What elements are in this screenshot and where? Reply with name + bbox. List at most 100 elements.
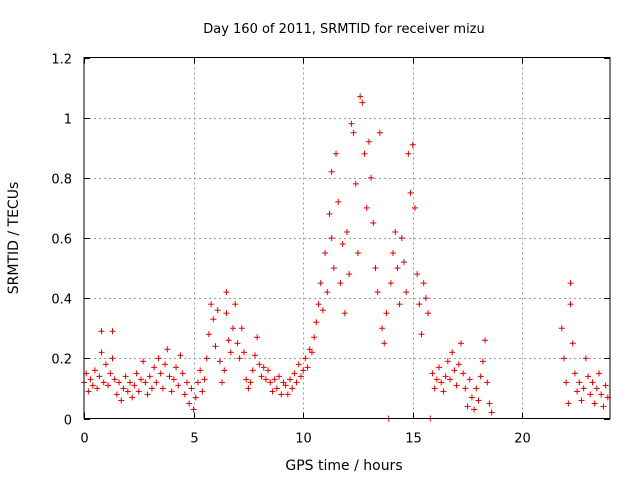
- data-point: [311, 334, 318, 341]
- y-tick-label: 1.2: [51, 53, 72, 68]
- data-point: [168, 388, 175, 395]
- data-point: [148, 385, 155, 392]
- data-point: [308, 349, 315, 356]
- data-point: [346, 271, 353, 278]
- data-point: [260, 364, 267, 371]
- data-point: [436, 364, 443, 371]
- data-point: [116, 379, 123, 386]
- data-point: [379, 325, 386, 332]
- data-point: [122, 373, 129, 380]
- data-point: [394, 265, 401, 272]
- data-point: [243, 376, 250, 383]
- data-point: [245, 385, 252, 392]
- data-point: [462, 385, 469, 392]
- data-point: [100, 379, 107, 386]
- data-point: [407, 189, 414, 196]
- data-point: [291, 370, 298, 377]
- x-tick-label: 20: [514, 432, 531, 447]
- data-point: [317, 280, 324, 287]
- data-point: [438, 379, 445, 386]
- data-point: [280, 379, 287, 386]
- data-point: [464, 403, 471, 410]
- data-point: [453, 382, 460, 389]
- data-point: [234, 340, 241, 347]
- data-point: [267, 379, 274, 386]
- data-point: [129, 394, 136, 401]
- data-point: [175, 382, 182, 389]
- data-point: [455, 361, 462, 368]
- data-point: [194, 379, 201, 386]
- data-point: [289, 385, 296, 392]
- data-point: [265, 367, 272, 374]
- data-point: [170, 376, 177, 383]
- data-point: [350, 129, 357, 136]
- data-point: [184, 379, 191, 386]
- data-point: [282, 382, 289, 389]
- data-point: [486, 400, 493, 407]
- data-point: [473, 385, 480, 392]
- data-point: [365, 138, 372, 145]
- data-point: [295, 361, 302, 368]
- data-point: [251, 352, 258, 359]
- data-point: [596, 370, 603, 377]
- data-point: [221, 367, 228, 374]
- data-point: [328, 235, 335, 241]
- data-point: [203, 355, 210, 362]
- data-point: [210, 316, 217, 323]
- data-point: [159, 385, 166, 392]
- y-tick-label: 0.8: [51, 173, 72, 188]
- data-point: [157, 370, 164, 377]
- data-point: [475, 397, 482, 404]
- data-point: [225, 337, 232, 344]
- x-axis-label: GPS time / hours: [285, 458, 402, 474]
- y-tick-label: 0: [64, 414, 72, 429]
- data-point: [422, 295, 429, 302]
- data-point: [197, 367, 204, 374]
- data-point: [390, 250, 397, 257]
- data-point: [451, 367, 458, 374]
- data-point: [416, 301, 423, 308]
- data-point: [304, 364, 311, 371]
- data-point: [153, 379, 160, 386]
- data-point: [94, 385, 101, 392]
- data-point: [352, 180, 359, 187]
- data-point: [403, 289, 410, 296]
- data-point: [429, 370, 436, 377]
- data-point: [306, 346, 313, 353]
- data-point: [120, 385, 127, 392]
- data-point: [302, 355, 309, 362]
- data-point: [370, 219, 377, 226]
- data-point: [166, 373, 173, 380]
- data-point: [460, 370, 467, 377]
- data-point: [376, 129, 383, 136]
- data-point: [214, 307, 221, 314]
- data-point: [587, 391, 594, 398]
- data-point: [341, 310, 348, 317]
- data-point: [300, 367, 307, 374]
- x-tick-label: 15: [405, 432, 422, 447]
- data-point: [249, 367, 256, 374]
- data-point: [431, 385, 438, 392]
- data-point: [127, 379, 134, 386]
- data-point: [205, 331, 212, 338]
- data-point: [598, 391, 605, 398]
- data-point: [278, 391, 285, 398]
- y-tick-label: 0.4: [51, 293, 72, 308]
- data-point: [186, 400, 193, 407]
- data-point: [444, 358, 451, 365]
- data-point: [337, 280, 344, 287]
- data-point: [162, 361, 169, 368]
- data-point: [287, 376, 294, 383]
- data-point: [333, 150, 340, 157]
- data-point: [381, 340, 388, 347]
- data-point: [240, 349, 247, 356]
- data-point: [578, 397, 585, 404]
- data-point: [192, 394, 199, 401]
- data-point: [359, 99, 366, 106]
- data-point: [398, 235, 405, 241]
- data-point: [488, 409, 495, 416]
- data-point: [468, 394, 475, 401]
- data-point: [396, 301, 403, 308]
- data-point: [466, 376, 473, 383]
